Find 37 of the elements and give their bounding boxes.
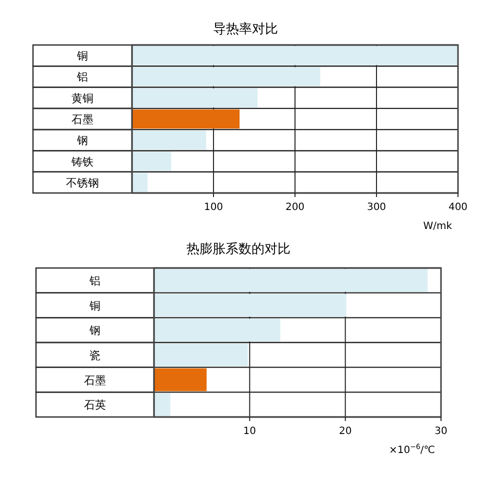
bar [154,368,207,392]
bar [154,269,428,292]
bar [132,88,258,108]
x-tick-label: 10 [243,426,256,437]
y-tick-label: 钢 [76,134,88,148]
y-tick-label: 石墨 [72,113,94,126]
x-tick-label: 100 [204,202,224,213]
x-axis-title: ×10$^{−6}$/℃ [388,443,435,456]
bar [154,393,170,416]
bar [132,172,148,192]
bar [132,109,240,129]
bar [154,318,280,342]
y-tick-label: 钢 [88,324,100,338]
y-tick-label: 黄铜 [72,92,94,105]
bar [132,152,172,171]
bar [154,344,248,366]
y-tick-label: 不锈钢 [66,176,99,190]
y-tick-label: 石墨 [84,374,106,387]
y-tick-label: 铜 [88,299,100,312]
x-axis-title: W/mk [423,221,452,232]
bar [154,294,346,317]
y-tick-label: 瓷 [90,348,100,362]
y-tick-label: 石英 [84,398,106,412]
x-tick-label: 30 [434,426,448,437]
y-tick-label: 铝 [88,274,100,288]
y-tick-label: 铸铁 [70,155,94,168]
x-tick-label: 300 [366,202,386,213]
x-tick-label: 20 [338,426,352,437]
bar [132,67,320,86]
x-tick-label: 200 [285,202,305,213]
x-tick-label: 400 [448,202,468,213]
chart-title: 热膨胀系数的对比 [186,242,290,257]
y-tick-label: 铝 [76,70,88,84]
bar [132,46,458,66]
y-tick-label: 铜 [76,50,88,63]
chart-title: 导热率对比 [213,21,278,37]
bar [132,130,206,150]
